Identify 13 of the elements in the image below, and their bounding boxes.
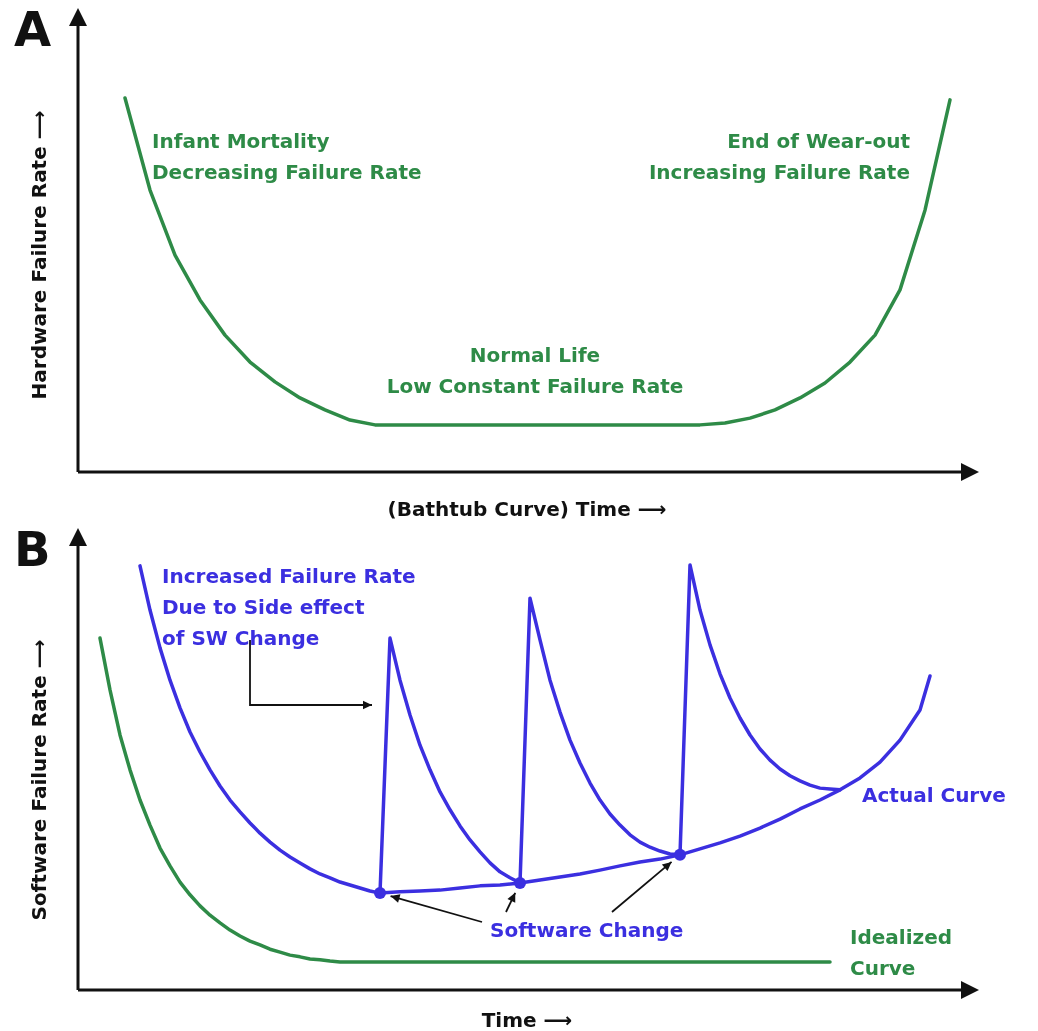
- annotation: Normal Life Low Constant Failure Rate: [386, 343, 684, 398]
- annotation: Infant Mortality Decreasing Failure Rate: [152, 129, 422, 184]
- annotation: Increased Failure Rate Due to Side effect of SW Change: [162, 564, 416, 650]
- x-axis-title: (Bathtub Curve) Time ⟶: [387, 497, 667, 521]
- y-axis-title: Hardware Failure Rate ⟶: [27, 110, 51, 400]
- series-label: Actual Curve: [862, 783, 1006, 807]
- x-axis-title: Time ⟶: [481, 1008, 573, 1031]
- chart-title: A: [14, 1, 52, 57]
- annotation: Software Change: [490, 918, 684, 942]
- series-label: Idealized Curve: [850, 925, 953, 980]
- annotation: End of Wear-out Increasing Failure Rate: [648, 129, 911, 184]
- chart-title: B: [14, 521, 51, 577]
- y-axis-title: Software Failure Rate ⟶: [27, 639, 51, 921]
